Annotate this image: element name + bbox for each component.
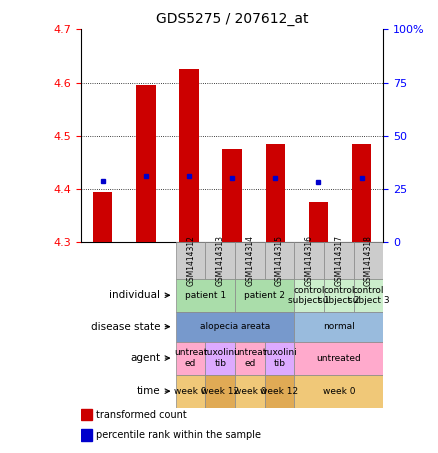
Text: control
subject 1: control subject 1 bbox=[288, 285, 330, 305]
Bar bbox=[324, 242, 353, 279]
Bar bbox=[223, 149, 242, 242]
Bar bbox=[235, 279, 294, 312]
Bar bbox=[324, 279, 353, 312]
Text: untreat
ed: untreat ed bbox=[174, 348, 207, 368]
Bar bbox=[176, 242, 205, 279]
Bar bbox=[176, 312, 294, 342]
Text: disease state: disease state bbox=[91, 322, 160, 332]
Bar bbox=[294, 312, 383, 342]
Text: transformed count: transformed count bbox=[96, 410, 187, 420]
Bar bbox=[176, 279, 235, 312]
Bar bbox=[294, 279, 324, 312]
Bar bbox=[353, 242, 383, 279]
Text: week 0: week 0 bbox=[233, 387, 266, 395]
Text: GSM1414315: GSM1414315 bbox=[275, 235, 284, 286]
Bar bbox=[205, 342, 235, 375]
Text: GSM1414318: GSM1414318 bbox=[364, 235, 373, 286]
Text: ruxolini
tib: ruxolini tib bbox=[263, 348, 297, 368]
Bar bbox=[352, 144, 371, 242]
Bar bbox=[294, 242, 324, 279]
Text: normal: normal bbox=[323, 322, 355, 331]
Text: GSM1414316: GSM1414316 bbox=[305, 235, 314, 286]
Text: week 0: week 0 bbox=[174, 387, 207, 395]
Text: untreated: untreated bbox=[316, 354, 361, 362]
Bar bbox=[235, 342, 265, 375]
Bar bbox=[353, 279, 383, 312]
Text: patient 1: patient 1 bbox=[185, 291, 226, 300]
Text: time: time bbox=[137, 386, 160, 396]
Bar bbox=[179, 69, 199, 242]
Text: week 0: week 0 bbox=[322, 387, 355, 395]
Bar bbox=[294, 342, 383, 375]
Bar bbox=[265, 342, 294, 375]
Text: week 12: week 12 bbox=[261, 387, 299, 395]
Text: untreat
ed: untreat ed bbox=[233, 348, 267, 368]
Bar bbox=[176, 342, 205, 375]
Bar bbox=[81, 409, 92, 420]
Bar bbox=[93, 192, 112, 242]
Text: GSM1414313: GSM1414313 bbox=[216, 235, 225, 286]
Text: percentile rank within the sample: percentile rank within the sample bbox=[96, 430, 261, 440]
Text: GSM1414314: GSM1414314 bbox=[245, 235, 254, 286]
Bar bbox=[294, 375, 383, 408]
Bar bbox=[265, 375, 294, 408]
Bar bbox=[205, 375, 235, 408]
Bar bbox=[81, 429, 92, 441]
Bar bbox=[176, 375, 205, 408]
Text: individual: individual bbox=[110, 290, 160, 300]
Text: week 12: week 12 bbox=[201, 387, 239, 395]
Bar bbox=[205, 242, 235, 279]
Text: agent: agent bbox=[131, 353, 160, 363]
Bar bbox=[136, 85, 155, 242]
Text: patient 2: patient 2 bbox=[244, 291, 285, 300]
Text: GSM1414312: GSM1414312 bbox=[186, 235, 195, 286]
Text: ruxolini
tib: ruxolini tib bbox=[203, 348, 237, 368]
Text: control
subject 2: control subject 2 bbox=[318, 285, 360, 305]
Text: control
subject 3: control subject 3 bbox=[348, 285, 389, 305]
Text: alopecia areata: alopecia areata bbox=[200, 322, 270, 331]
Bar bbox=[265, 242, 294, 279]
Title: GDS5275 / 207612_at: GDS5275 / 207612_at bbox=[156, 12, 308, 26]
Bar bbox=[235, 242, 265, 279]
Text: GSM1414317: GSM1414317 bbox=[334, 235, 343, 286]
Bar bbox=[265, 144, 285, 242]
Bar bbox=[235, 375, 265, 408]
Bar bbox=[309, 202, 328, 242]
